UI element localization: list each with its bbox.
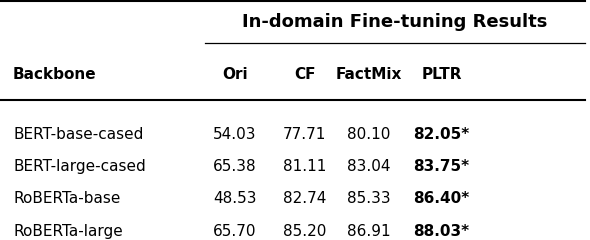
Text: BERT-base-cased: BERT-base-cased <box>13 127 143 142</box>
Text: 86.40*: 86.40* <box>414 192 470 206</box>
Text: 88.03*: 88.03* <box>414 224 470 239</box>
Text: 54.03: 54.03 <box>213 127 257 142</box>
Text: 80.10: 80.10 <box>347 127 391 142</box>
Text: 86.91: 86.91 <box>347 224 391 239</box>
Text: 77.71: 77.71 <box>283 127 326 142</box>
Text: Ori: Ori <box>222 67 247 82</box>
Text: 83.75*: 83.75* <box>414 159 470 174</box>
Text: PLTR: PLTR <box>421 67 462 82</box>
Text: 65.38: 65.38 <box>213 159 257 174</box>
Text: 82.05*: 82.05* <box>414 127 470 142</box>
Text: 85.20: 85.20 <box>283 224 326 239</box>
Text: CF: CF <box>294 67 316 82</box>
Text: 65.70: 65.70 <box>213 224 257 239</box>
Text: Backbone: Backbone <box>13 67 97 82</box>
Text: In-domain Fine-tuning Results: In-domain Fine-tuning Results <box>242 13 548 31</box>
Text: BERT-large-cased: BERT-large-cased <box>13 159 146 174</box>
Text: FactMix: FactMix <box>336 67 402 82</box>
Text: RoBERTa-base: RoBERTa-base <box>13 192 120 206</box>
Text: 85.33: 85.33 <box>347 192 391 206</box>
Text: 83.04: 83.04 <box>347 159 391 174</box>
Text: RoBERTa-large: RoBERTa-large <box>13 224 123 239</box>
Text: 81.11: 81.11 <box>283 159 326 174</box>
Text: 82.74: 82.74 <box>283 192 326 206</box>
Text: 48.53: 48.53 <box>213 192 257 206</box>
